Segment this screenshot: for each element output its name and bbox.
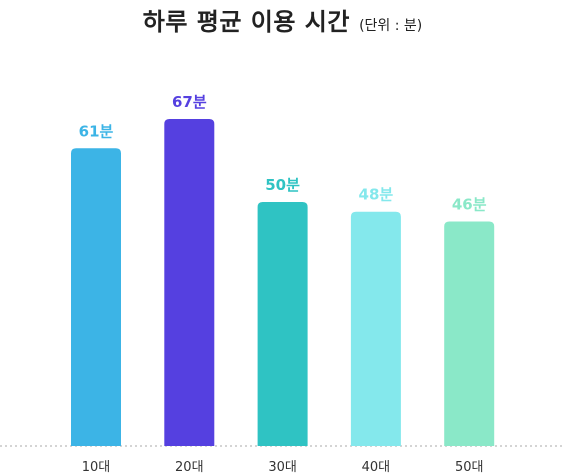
- chart-title-main: 하루 평균 이용 시간: [142, 8, 350, 36]
- value-label-3: 50분: [265, 176, 300, 194]
- chart-subtitle: (단위 : 분): [359, 18, 423, 34]
- value-label-4: 48분: [359, 186, 394, 204]
- chart-title: 하루 평균 이용 시간 (단위 : 분): [0, 2, 565, 37]
- x-tick-label-5: 50대: [455, 460, 484, 475]
- bar-5: [444, 221, 495, 446]
- x-tick-label-1: 10대: [82, 460, 111, 475]
- bars-layer: 61분 10대 67분 20대 50분 30대 48분 40대 46분 50대: [71, 93, 495, 475]
- x-tick-label-4: 40대: [362, 460, 391, 475]
- bar-3: [257, 201, 308, 446]
- bar-4: [350, 211, 401, 446]
- x-tick-label-3: 30대: [268, 460, 297, 475]
- value-label-1: 61분: [79, 122, 114, 140]
- value-label-2: 67분: [172, 93, 207, 111]
- bar-2: [164, 119, 215, 446]
- bar-1: [71, 148, 121, 447]
- value-label-5: 46분: [452, 195, 487, 213]
- x-tick-label-2: 20대: [175, 460, 204, 475]
